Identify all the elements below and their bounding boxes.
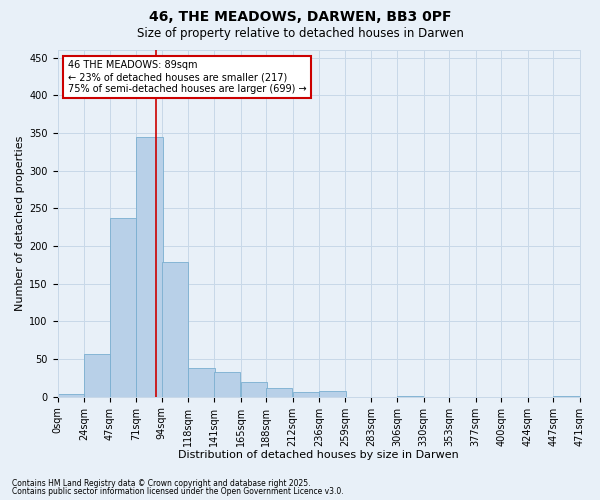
- Bar: [214, 372, 240, 396]
- Y-axis label: Number of detached properties: Number of detached properties: [15, 136, 25, 311]
- Bar: [266, 388, 292, 396]
- Text: Contains HM Land Registry data © Crown copyright and database right 2025.: Contains HM Land Registry data © Crown c…: [12, 478, 311, 488]
- Bar: [84, 354, 110, 397]
- Text: 46, THE MEADOWS, DARWEN, BB3 0PF: 46, THE MEADOWS, DARWEN, BB3 0PF: [149, 10, 451, 24]
- Bar: [110, 218, 136, 396]
- Text: 46 THE MEADOWS: 89sqm
← 23% of detached houses are smaller (217)
75% of semi-det: 46 THE MEADOWS: 89sqm ← 23% of detached …: [68, 60, 307, 94]
- Bar: [241, 382, 267, 396]
- Bar: [58, 394, 84, 396]
- Text: Size of property relative to detached houses in Darwen: Size of property relative to detached ho…: [137, 28, 463, 40]
- Bar: [188, 368, 215, 396]
- Bar: [136, 136, 163, 396]
- Bar: [162, 262, 188, 396]
- Bar: [319, 390, 346, 396]
- X-axis label: Distribution of detached houses by size in Darwen: Distribution of detached houses by size …: [178, 450, 459, 460]
- Text: Contains public sector information licensed under the Open Government Licence v3: Contains public sector information licen…: [12, 487, 344, 496]
- Bar: [293, 392, 319, 396]
